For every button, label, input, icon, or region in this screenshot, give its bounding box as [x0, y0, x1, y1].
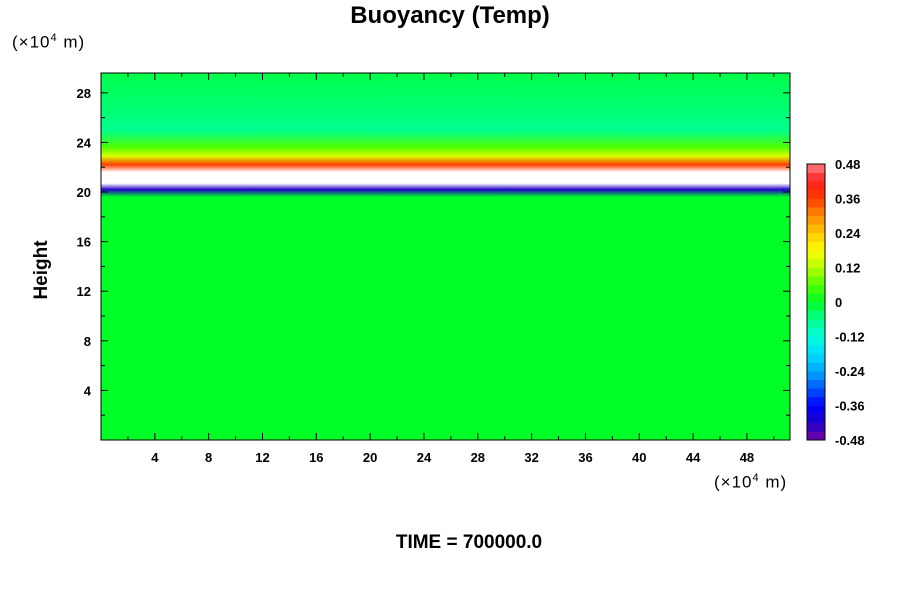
colorbar-segment — [807, 241, 825, 251]
colorbar-label: -0.12 — [835, 330, 865, 345]
y-tick-label: 16 — [77, 235, 91, 250]
colorbar-label: 0 — [835, 295, 842, 310]
colorbar-segment — [807, 319, 825, 329]
x-axis: 4 8 12 16 20 24 28 32 36 40 44 48 — [127, 73, 775, 465]
x-tick-label: 48 — [740, 450, 754, 465]
x-tick-label: 24 — [417, 450, 432, 465]
y-tick-label: 8 — [84, 334, 91, 349]
x-tick-label: 20 — [363, 450, 377, 465]
colorbar-label: -0.48 — [835, 433, 865, 448]
y-tick-label: 28 — [77, 86, 91, 101]
colorbar-segment — [807, 388, 825, 398]
colorbar-segment — [807, 353, 825, 363]
y-tick-label: 24 — [77, 135, 92, 150]
x-axis-unit: (×104 m) — [714, 472, 788, 492]
colorbar-segment — [807, 431, 825, 441]
colorbar-segment — [807, 414, 825, 424]
x-tick-label: 4 — [151, 450, 159, 465]
y-tick-label: 20 — [77, 185, 91, 200]
colorbar-segment — [807, 405, 825, 415]
colorbar-label: 0.48 — [835, 157, 860, 172]
x-tick-label: 44 — [686, 450, 701, 465]
colorbar-segment — [807, 293, 825, 303]
colorbar-label: 0.12 — [835, 261, 860, 276]
colorbar-segment — [807, 336, 825, 346]
colorbar-segment — [807, 362, 825, 372]
colorbar-frame — [806, 163, 826, 441]
plot-frame — [100, 72, 791, 441]
colorbar-segment — [807, 233, 825, 242]
colorbar-segment — [807, 207, 825, 217]
colorbar-segment — [807, 284, 825, 294]
colorbar-segment — [807, 371, 825, 380]
colorbar-label: 0.24 — [835, 226, 861, 241]
colorbar-segment — [807, 258, 825, 268]
colorbar-label: 0.36 — [835, 192, 860, 207]
x-tick-label: 28 — [471, 450, 485, 465]
colorbar-segment — [807, 215, 825, 225]
x-tick-label: 36 — [578, 450, 592, 465]
x-tick-label: 8 — [205, 450, 212, 465]
x-tick-label: 12 — [255, 450, 269, 465]
plot-area — [100, 72, 791, 441]
colorbar-segment — [807, 189, 825, 199]
colorbar-segment — [807, 164, 825, 173]
colorbar-segment — [807, 379, 825, 389]
x-tick-label: 32 — [524, 450, 538, 465]
y-axis-unit: (×104 m) — [12, 32, 86, 52]
x-tick-label: 16 — [309, 450, 323, 465]
colorbar-segment — [807, 172, 825, 182]
colorbar-segment — [807, 198, 825, 208]
y-tick-label: 4 — [84, 383, 92, 398]
colorbar-segment — [807, 250, 825, 260]
time-label: TIME = 700000.0 — [395, 532, 543, 553]
colorbar-segment — [807, 396, 825, 406]
colorbar-segment — [807, 276, 825, 286]
colorbar-segment — [807, 310, 825, 320]
colorbar-segment — [807, 345, 825, 355]
colorbar-segment — [807, 327, 825, 337]
colorbar-segment — [807, 267, 825, 277]
colorbar: 0.48 0.36 0.24 0.12 0 -0.12 -0.24 -0.36 -0.48 — [806, 157, 865, 448]
y-tick-label: 12 — [77, 284, 91, 299]
x-tick-label: 40 — [632, 450, 646, 465]
colorbar-segment — [807, 302, 825, 311]
buoyancy-field — [101, 73, 790, 440]
colorbar-segment — [807, 422, 825, 432]
colorbar-segment — [807, 181, 825, 191]
y-axis: 4 8 12 16 20 24 28 — [77, 86, 790, 416]
colorbar-label: -0.24 — [835, 364, 865, 379]
chart-title: Buoyancy (Temp) — [350, 2, 550, 29]
colorbar-segment — [807, 224, 825, 234]
colorbar-label: -0.36 — [835, 399, 865, 414]
